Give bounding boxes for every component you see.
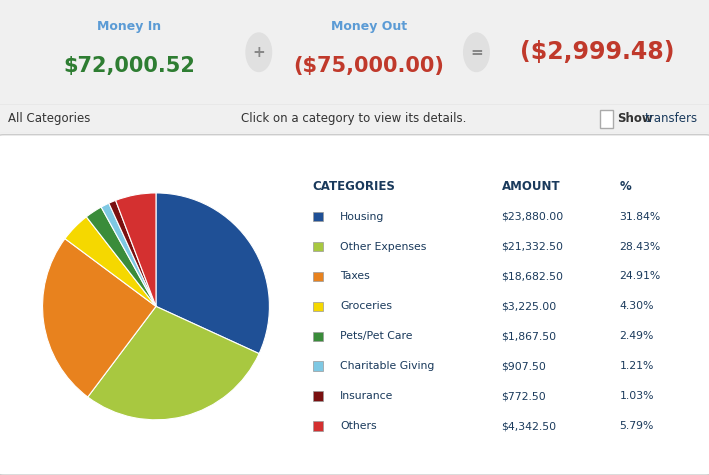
- Text: $23,880.00: $23,880.00: [502, 211, 564, 222]
- Text: 24.91%: 24.91%: [620, 271, 661, 282]
- FancyBboxPatch shape: [0, 135, 709, 475]
- FancyBboxPatch shape: [313, 302, 323, 311]
- Text: Others: Others: [340, 421, 377, 431]
- Text: $1,867.50: $1,867.50: [502, 331, 557, 342]
- Wedge shape: [101, 203, 156, 306]
- Text: Show: Show: [617, 112, 653, 125]
- Text: +: +: [252, 45, 265, 60]
- FancyBboxPatch shape: [600, 110, 613, 128]
- Text: 5.79%: 5.79%: [620, 421, 654, 431]
- Text: ($75,000.00): ($75,000.00): [294, 56, 444, 76]
- Text: $3,225.00: $3,225.00: [502, 301, 557, 312]
- Wedge shape: [109, 200, 156, 306]
- Text: Insurance: Insurance: [340, 391, 393, 401]
- FancyBboxPatch shape: [313, 212, 323, 221]
- FancyBboxPatch shape: [313, 272, 323, 281]
- Text: Money Out: Money Out: [330, 20, 407, 33]
- Text: AMOUNT: AMOUNT: [502, 180, 560, 193]
- Wedge shape: [43, 238, 156, 397]
- Text: Pets/Pet Care: Pets/Pet Care: [340, 331, 413, 342]
- FancyBboxPatch shape: [313, 242, 323, 251]
- Circle shape: [464, 33, 489, 72]
- Circle shape: [246, 33, 272, 72]
- Text: Charitable Giving: Charitable Giving: [340, 361, 435, 371]
- Text: Housing: Housing: [340, 211, 385, 222]
- Text: 1.21%: 1.21%: [620, 361, 654, 371]
- Text: $21,332.50: $21,332.50: [502, 241, 564, 252]
- FancyBboxPatch shape: [313, 391, 323, 401]
- Text: $907.50: $907.50: [502, 361, 547, 371]
- Text: Other Expenses: Other Expenses: [340, 241, 427, 252]
- Wedge shape: [156, 193, 269, 354]
- Text: $18,682.50: $18,682.50: [502, 271, 564, 282]
- Wedge shape: [116, 193, 156, 306]
- Wedge shape: [86, 207, 156, 306]
- Text: ($2,999.48): ($2,999.48): [520, 40, 674, 64]
- Wedge shape: [88, 306, 259, 420]
- Text: 2.49%: 2.49%: [620, 331, 654, 342]
- Text: %: %: [620, 180, 632, 193]
- Text: 1.03%: 1.03%: [620, 391, 654, 401]
- Text: Money In: Money In: [97, 20, 162, 33]
- Wedge shape: [65, 217, 156, 306]
- Text: Taxes: Taxes: [340, 271, 370, 282]
- Text: CATEGORIES: CATEGORIES: [313, 180, 396, 193]
- Text: $772.50: $772.50: [502, 391, 547, 401]
- Text: Click on a category to view its details.: Click on a category to view its details.: [241, 112, 467, 125]
- FancyBboxPatch shape: [313, 361, 323, 371]
- FancyBboxPatch shape: [313, 332, 323, 341]
- Text: 4.30%: 4.30%: [620, 301, 654, 312]
- Text: 31.84%: 31.84%: [620, 211, 661, 222]
- Text: All Categories: All Categories: [8, 112, 90, 125]
- Text: $4,342.50: $4,342.50: [502, 421, 557, 431]
- FancyBboxPatch shape: [313, 421, 323, 431]
- Text: 28.43%: 28.43%: [620, 241, 661, 252]
- Text: $72,000.52: $72,000.52: [63, 56, 196, 76]
- Text: Groceries: Groceries: [340, 301, 392, 312]
- Text: transfers: transfers: [645, 112, 698, 125]
- Text: =: =: [470, 45, 483, 60]
